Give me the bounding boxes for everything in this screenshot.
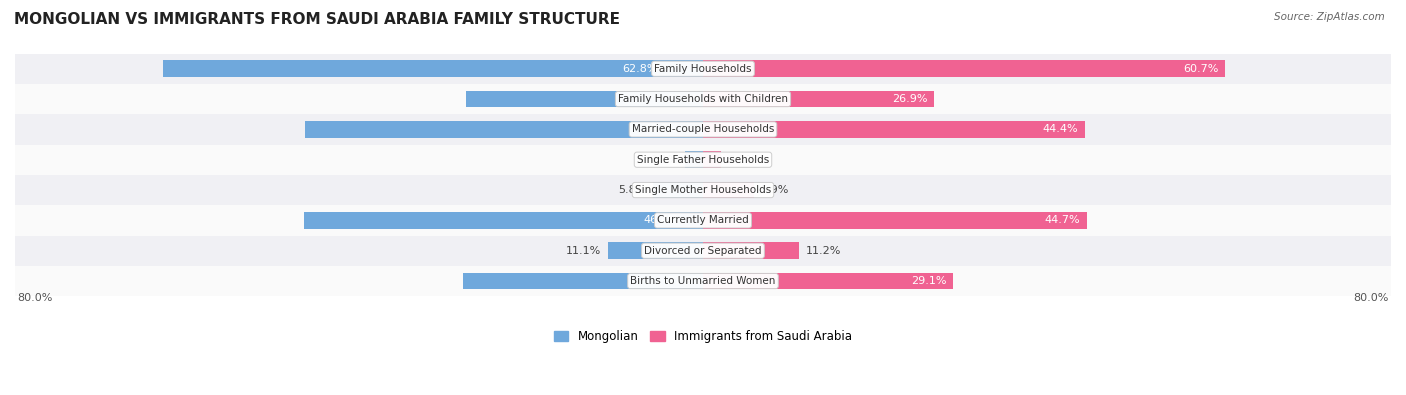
Bar [15,84,1391,114]
Bar [703,243,800,259]
Bar [304,212,703,229]
Text: 27.9%: 27.9% [666,276,703,286]
Bar [465,91,703,107]
Text: 11.2%: 11.2% [806,246,842,256]
Text: Currently Married: Currently Married [657,215,749,226]
Text: Divorced or Separated: Divorced or Separated [644,246,762,256]
Text: 29.1%: 29.1% [911,276,946,286]
Bar [15,235,1391,266]
Text: Married-couple Households: Married-couple Households [631,124,775,134]
Text: 27.6%: 27.6% [668,94,703,104]
Text: Single Father Households: Single Father Households [637,155,769,165]
Text: 5.9%: 5.9% [761,185,789,195]
Bar [703,273,953,290]
Text: 80.0%: 80.0% [18,293,53,303]
Bar [15,145,1391,175]
Bar [607,243,703,259]
Text: 46.4%: 46.4% [643,215,679,226]
Bar [15,175,1391,205]
Bar [305,121,703,138]
Bar [15,205,1391,235]
Bar [15,266,1391,296]
Bar [463,273,703,290]
Bar [15,54,1391,84]
Text: 11.1%: 11.1% [565,246,600,256]
Text: 5.8%: 5.8% [617,185,647,195]
Bar [703,91,935,107]
Text: 44.4%: 44.4% [1042,124,1078,134]
Text: 44.7%: 44.7% [1045,215,1081,226]
Text: Single Mother Households: Single Mother Households [636,185,770,195]
Bar [703,182,754,198]
Bar [703,121,1085,138]
Text: 60.7%: 60.7% [1182,64,1218,74]
Text: 26.9%: 26.9% [891,94,928,104]
Text: Births to Unmarried Women: Births to Unmarried Women [630,276,776,286]
Text: Source: ZipAtlas.com: Source: ZipAtlas.com [1274,12,1385,22]
Bar [703,212,1087,229]
Bar [15,114,1391,145]
Bar [685,151,703,168]
Text: Family Households: Family Households [654,64,752,74]
Text: 62.8%: 62.8% [621,64,658,74]
Bar [703,60,1225,77]
Text: 80.0%: 80.0% [1353,293,1388,303]
Text: 2.1%: 2.1% [728,155,756,165]
Text: 46.3%: 46.3% [644,124,679,134]
Bar [163,60,703,77]
Text: MONGOLIAN VS IMMIGRANTS FROM SAUDI ARABIA FAMILY STRUCTURE: MONGOLIAN VS IMMIGRANTS FROM SAUDI ARABI… [14,12,620,27]
Bar [654,182,703,198]
Bar [703,151,721,168]
Legend: Mongolian, Immigrants from Saudi Arabia: Mongolian, Immigrants from Saudi Arabia [550,325,856,348]
Text: Family Households with Children: Family Households with Children [619,94,787,104]
Text: 2.1%: 2.1% [650,155,678,165]
